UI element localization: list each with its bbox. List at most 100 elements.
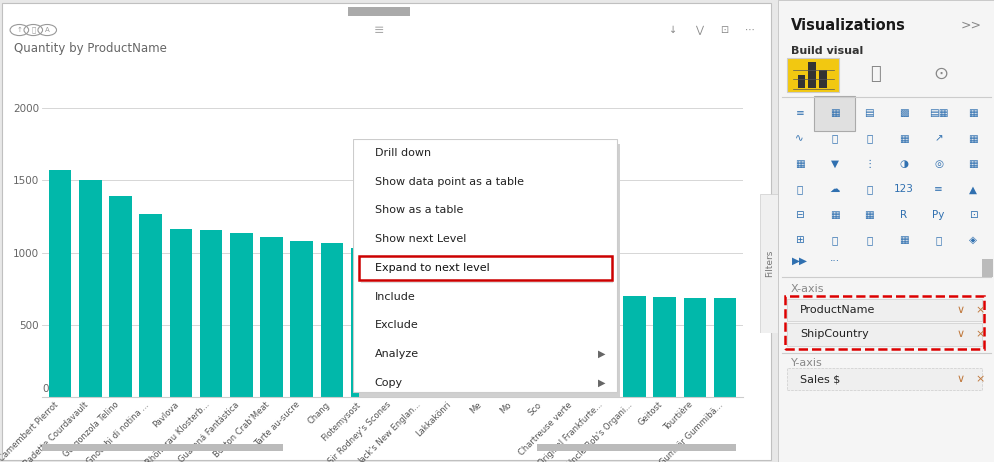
Text: ◎: ◎ [933, 159, 942, 169]
Text: Py: Py [931, 210, 944, 220]
Text: ⊞: ⊞ [794, 235, 803, 245]
Text: ☁: ☁ [828, 184, 839, 195]
Text: Copy: Copy [374, 378, 403, 388]
Text: ▦: ▦ [967, 134, 977, 144]
Bar [139, 214, 162, 397]
Text: ◑: ◑ [899, 159, 908, 169]
Text: ▦: ▦ [829, 210, 839, 220]
Bar [42, 444, 282, 451]
FancyBboxPatch shape [786, 58, 838, 92]
Text: ▼: ▼ [830, 159, 838, 169]
Text: ⋁: ⋁ [695, 25, 703, 35]
Text: ▶▶: ▶▶ [791, 256, 807, 266]
Bar [260, 237, 282, 397]
Text: ∨: ∨ [955, 374, 963, 384]
Text: ∿: ∿ [794, 134, 803, 144]
Bar [797, 75, 804, 88]
Text: 〜: 〜 [865, 134, 872, 144]
Bar [981, 259, 992, 277]
Bar [713, 298, 736, 397]
Text: ▦: ▦ [899, 235, 908, 245]
Bar [786, 299, 981, 321]
Text: ▤: ▤ [864, 108, 873, 118]
Text: ▦: ▦ [967, 108, 977, 118]
Text: 📍: 📍 [934, 235, 940, 245]
Text: X-axis: X-axis [790, 284, 824, 294]
Bar [592, 296, 615, 397]
Text: ↗: ↗ [933, 134, 942, 144]
Text: ⌒: ⌒ [865, 184, 872, 195]
Text: ◈: ◈ [968, 235, 976, 245]
Bar [818, 70, 826, 88]
FancyBboxPatch shape [813, 96, 854, 131]
Text: Visualizations: Visualizations [790, 18, 906, 33]
Text: Drill down: Drill down [374, 148, 430, 158]
Text: ▦: ▦ [864, 210, 873, 220]
Text: ⋮: ⋮ [863, 159, 874, 169]
Bar [351, 248, 374, 397]
Text: 0: 0 [43, 384, 50, 395]
Bar [320, 243, 343, 397]
Text: Quantity by ProductName: Quantity by ProductName [14, 42, 167, 55]
Text: Expand to next level: Expand to next level [374, 263, 489, 273]
Bar [786, 368, 981, 390]
Text: Build visual: Build visual [790, 46, 863, 56]
Text: ⏸: ⏸ [31, 27, 36, 33]
Text: ⊙: ⊙ [932, 65, 947, 83]
Bar [381, 252, 404, 397]
Text: ▶: ▶ [596, 378, 604, 388]
Bar [348, 7, 410, 16]
Bar [230, 233, 252, 397]
Text: 💬: 💬 [831, 235, 837, 245]
Text: ▦: ▦ [899, 134, 908, 144]
Text: ▦: ▦ [829, 108, 839, 118]
Bar [79, 180, 101, 397]
Bar [808, 62, 815, 88]
Text: ▲: ▲ [968, 184, 976, 195]
Bar [109, 195, 131, 397]
Bar [784, 296, 983, 349]
Text: Y-axis: Y-axis [790, 358, 822, 368]
Bar [786, 323, 981, 346]
Text: ▶: ▶ [596, 349, 604, 359]
Text: ∨: ∨ [955, 329, 963, 340]
Bar [537, 444, 736, 451]
Text: ×: × [974, 374, 983, 384]
Bar [290, 241, 313, 397]
Text: ≡: ≡ [794, 108, 803, 118]
Bar [532, 295, 555, 397]
Bar [200, 230, 223, 397]
Bar [562, 295, 584, 397]
Text: ⊟: ⊟ [794, 210, 803, 220]
Text: ▩: ▩ [899, 108, 908, 118]
Text: ⋯: ⋯ [745, 25, 754, 35]
Text: ProductName: ProductName [799, 305, 875, 315]
Text: ▦: ▦ [967, 159, 977, 169]
Text: ×: × [974, 329, 983, 340]
Text: ≡: ≡ [933, 184, 942, 195]
Text: ∨: ∨ [955, 305, 963, 315]
Text: ▤▦: ▤▦ [928, 108, 947, 118]
Text: ⟋: ⟋ [870, 65, 881, 83]
Bar [49, 170, 72, 397]
Bar [411, 255, 433, 397]
Text: ···: ··· [829, 256, 839, 266]
Text: A: A [45, 27, 50, 33]
Text: ×: × [974, 305, 983, 315]
Text: Analyze: Analyze [374, 349, 418, 359]
Bar [622, 296, 645, 397]
Bar [169, 229, 192, 397]
Text: Show next Level: Show next Level [374, 234, 465, 244]
Text: ≡: ≡ [374, 24, 384, 36]
Text: ShipCountry: ShipCountry [799, 329, 868, 340]
Text: ⊡: ⊡ [720, 25, 728, 35]
Text: ▦: ▦ [794, 159, 804, 169]
Bar [502, 288, 524, 397]
Text: ⊡: ⊡ [968, 210, 977, 220]
Bar [441, 255, 464, 397]
Text: Include: Include [374, 292, 414, 302]
Text: Show data point as a table: Show data point as a table [374, 177, 523, 187]
Text: ↑: ↑ [16, 27, 22, 33]
Text: R: R [900, 210, 907, 220]
Text: Exclude: Exclude [374, 321, 417, 330]
